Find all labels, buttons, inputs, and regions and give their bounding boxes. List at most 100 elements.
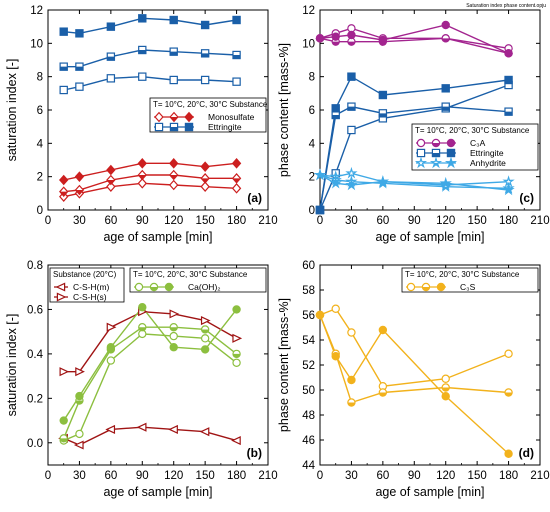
data-point-half-fill [504,392,513,397]
y-tick-label: 8 [37,72,43,84]
x-tick-label: 180 [227,470,246,482]
data-point-half-fill [107,56,115,61]
data-point [416,138,426,148]
data-point [502,183,515,196]
y-axis-label: saturation index [-] [5,59,19,162]
data-point [59,416,68,425]
data-point [313,168,327,181]
data-point [199,427,210,437]
data-point [331,104,340,113]
data-point [55,282,66,292]
data-point [200,20,210,30]
x-tick-label: 0 [317,215,323,227]
data-point [504,49,513,58]
x-axis-label: age of sample [min] [375,230,484,244]
panel-a: 0 30 60 90 120 150 180 210 0 2 4 6 8 10 12 age of sampl… [5,5,278,244]
data-point [231,158,242,169]
data-point [169,158,179,169]
y-tick-label: 0.4 [27,349,44,361]
series-line [63,75,237,91]
y-tick-label: 0 [37,205,43,217]
x-tick-label: 180 [499,470,518,482]
data-point [59,174,69,186]
data-point [137,178,147,189]
data-point [74,171,85,182]
data-point [231,183,242,194]
data-point [106,22,116,31]
series-line [63,49,237,68]
y-axis-label: phase content [mass-%] [277,43,291,177]
data-point-half-fill [232,353,241,358]
data-point-half-fill [138,175,147,180]
x-tick-label: 90 [408,215,421,227]
data-point [232,333,243,343]
y-tick-label: 2 [309,172,315,184]
data-point [184,122,194,132]
data-point [200,181,210,192]
series-line [319,75,509,211]
data-point [378,90,388,100]
data-point [56,292,67,302]
data-point [504,75,513,85]
series-line [319,314,510,455]
data-point [441,374,450,383]
y-tick-label: 8 [309,72,315,84]
panel-b: 0 30 60 90 120 150 180 210 0.0 0.2 0.4 0.6 0.8 age of… [5,260,278,499]
data-point [347,328,356,337]
data-point [441,84,450,93]
series-line [319,27,509,50]
x-tick-label: 150 [196,470,215,482]
y-tick-label: 54 [302,335,315,347]
x-tick-label: 60 [104,215,117,227]
data-point [504,349,513,358]
data-point [414,156,428,169]
data-point-half-fill [170,127,178,131]
data-point [59,367,70,377]
y-tick-label: 10 [302,38,315,50]
x-tick-label: 60 [376,470,389,482]
legend-label: Ettringite [208,122,242,132]
data-point-half-fill [379,113,387,117]
data-point [106,322,117,332]
legend-label: C-S-H(m) [73,282,110,292]
x-tick-label: 210 [258,215,277,227]
data-point-half-fill [432,153,440,157]
data-point-half-fill [201,53,209,57]
y-tick-label: 6 [37,105,43,117]
series-line [63,162,237,181]
y-tick-label: 10 [30,38,43,50]
legend-label: Ca(OH)₂ [188,282,221,292]
series-line [319,105,509,211]
panel-label: (d) [519,446,534,460]
data-point-half-fill [442,106,450,111]
y-tick-label: 52 [302,360,315,372]
data-point [347,30,356,40]
data-point-half-fill [332,115,340,119]
data-point-half-fill [59,191,68,197]
legend: T= 10°C, 20°C, 30°C Substance Monosulfate… [149,97,268,133]
panel-label: (c) [519,191,534,205]
x-tick-label: 120 [436,470,455,482]
legend-label: Anhydrite [470,158,506,168]
data-point-half-fill [422,287,430,291]
legend: Substance (20°C) C-S-H(m)C-S-H(s) [49,267,125,303]
data-point [169,343,178,352]
panel-d: 0 30 60 90 120 150 180 210 44 46 48 50 52 54 56 58 60 age… [277,260,550,499]
plot-frame [319,264,541,466]
data-point [138,14,147,23]
data-point [136,422,147,432]
data-point [106,343,116,352]
data-point [106,74,116,83]
data-point-half-fill [347,41,356,46]
series-line [319,314,509,404]
series-line [63,326,237,439]
data-point-half-fill [75,66,84,71]
data-point-half-fill [75,400,84,405]
x-tick-label: 30 [73,215,86,227]
data-point-half-fill [60,438,68,442]
y-tick-label: 0.8 [27,260,43,272]
data-point [444,156,458,169]
legend: T= 10°C, 20°C, 30°C Substance C₃S [401,267,539,293]
legend: T= 10°C, 20°C, 30°C Substance Ca(OH)₂ [129,267,267,293]
